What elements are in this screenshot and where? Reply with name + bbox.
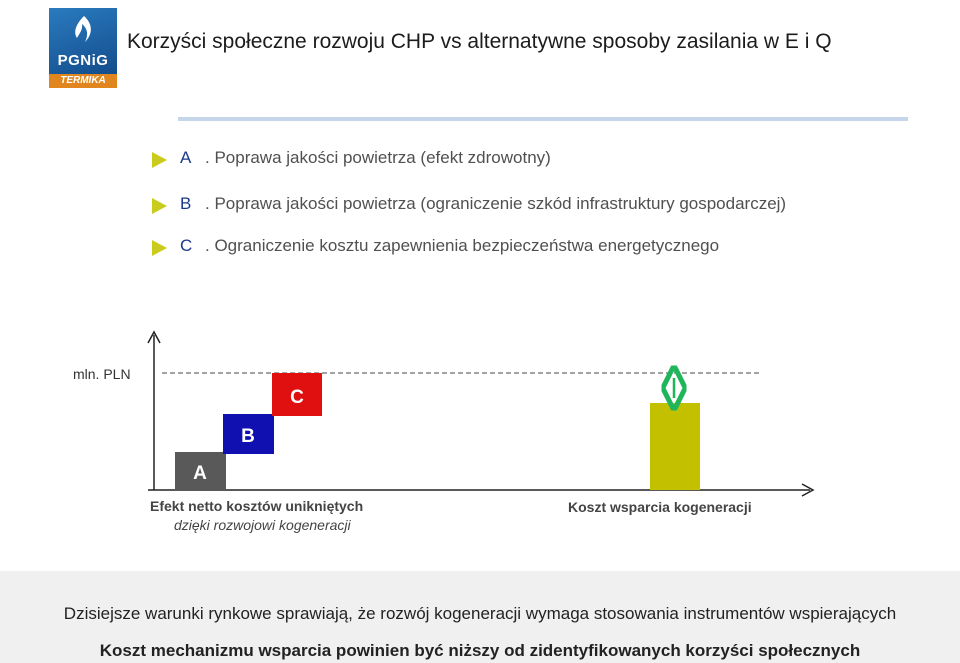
list-item: A . Poprawa jakości powietrza (efekt zdr… — [152, 148, 852, 172]
bullet-letter: A — [180, 148, 192, 167]
footer-conclusion: Koszt mechanizmu wsparcia powinien być n… — [99, 641, 861, 660]
bullet-letter: C — [180, 236, 193, 255]
triangle-bullet-icon — [152, 198, 167, 214]
block-a-label: A — [193, 463, 207, 484]
y-axis-arrow — [147, 330, 161, 344]
logo-brand: PGNiG — [57, 52, 109, 69]
x-axis-arrow — [801, 483, 815, 497]
block-c-label: C — [290, 387, 304, 408]
company-logo: PGNiG TERMIKA — [49, 8, 117, 88]
bullet-text: . Ograniczenie kosztu zapewnienia bezpie… — [205, 236, 720, 255]
list-item: C . Ograniczenie kosztu zapewnienia bezp… — [152, 236, 852, 260]
logo-sub: TERMIKA — [49, 74, 117, 88]
bullet-text: . Poprawa jakości powietrza (efekt zdrow… — [205, 148, 551, 167]
block-b-label: B — [241, 426, 255, 447]
flame-icon — [75, 16, 91, 42]
footer-panel: Dzisiejsze warunki rynkowe sprawiają, że… — [0, 571, 960, 663]
block-c — [272, 373, 322, 416]
triangle-bullet-icon — [152, 152, 167, 168]
block-b — [223, 414, 274, 454]
block-a — [175, 452, 226, 490]
x-category-label: Efekt netto kosztów unikniętych — [150, 498, 364, 514]
x-category-label: Koszt wsparcia kogeneracji — [568, 499, 752, 515]
page-title: Korzyści społeczne rozwoju CHP vs altern… — [127, 30, 832, 53]
bullet-text: . Poprawa jakości powietrza (ograniczeni… — [205, 194, 787, 213]
chart: A B C — [147, 330, 815, 497]
list-item: B . Poprawa jakości powietrza (ogranicze… — [152, 194, 852, 218]
support-cost-bar — [650, 403, 700, 490]
triangle-bullet-icon — [152, 240, 167, 256]
benefit-blocks: A B C — [175, 373, 322, 490]
footer-statement: Dzisiejsze warunki rynkowe sprawiają, że… — [63, 604, 897, 623]
bullet-letter: B — [180, 194, 192, 213]
title-divider — [178, 117, 908, 121]
x-category-sublabel: dzięki rozwojowi kogeneracji — [174, 517, 351, 533]
y-axis-label: mln. PLN — [73, 366, 131, 382]
